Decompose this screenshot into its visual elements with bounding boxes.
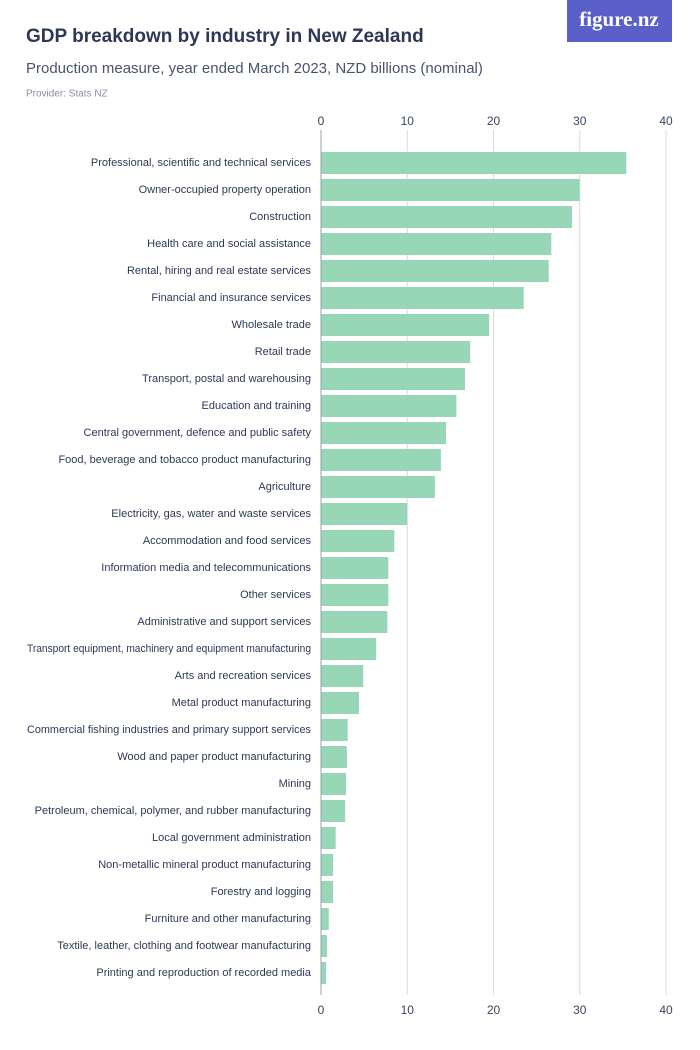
bar: [321, 638, 377, 660]
bar: [321, 557, 389, 579]
bar: [321, 395, 457, 417]
bar: [321, 179, 580, 201]
y-tick-label: Petroleum, chemical, polymer, and rubber…: [35, 805, 311, 817]
bar: [321, 503, 408, 525]
y-tick-label: Financial and insurance services: [151, 292, 311, 304]
y-tick-label: Rental, hiring and real estate services: [127, 265, 312, 277]
y-tick-label: Wholesale trade: [232, 319, 312, 331]
y-tick-label: Electricity, gas, water and waste servic…: [111, 508, 311, 520]
chart-subtitle: Production measure, year ended March 202…: [26, 60, 483, 77]
bar: [321, 773, 347, 795]
bar: [321, 719, 348, 741]
y-tick-label: Metal product manufacturing: [172, 697, 311, 709]
x-tick-label: 40: [659, 114, 673, 128]
bar: [321, 341, 471, 363]
bar: [321, 368, 466, 390]
bar: [321, 881, 334, 903]
bar: [321, 692, 359, 714]
y-tick-label: Owner-occupied property operation: [139, 184, 311, 196]
bar: [321, 476, 435, 498]
y-tick-label: Accommodation and food services: [143, 535, 312, 547]
x-tick-label: 40: [659, 1003, 673, 1017]
bar: [321, 152, 627, 174]
chart-title: GDP breakdown by industry in New Zealand: [26, 26, 424, 47]
y-tick-label: Agriculture: [258, 481, 311, 493]
y-tick-label: Construction: [249, 211, 311, 223]
x-tick-label: 30: [573, 1003, 587, 1017]
bar: [321, 449, 441, 471]
bar: [321, 827, 336, 849]
y-tick-label: Mining: [279, 778, 311, 790]
provider: Provider: Stats NZ: [26, 89, 108, 100]
x-tick-label: 10: [401, 114, 415, 128]
bar: [321, 584, 389, 606]
bar: [321, 746, 347, 768]
logo-box: [567, 0, 672, 42]
y-tick-label: Central government, defence and public s…: [84, 427, 312, 439]
x-tick-label: 20: [487, 1003, 501, 1017]
bar: [321, 260, 549, 282]
x-tick-label: 10: [401, 1003, 415, 1017]
y-tick-label: Transport equipment, machinery and equip…: [27, 643, 311, 655]
bar: [321, 530, 395, 552]
y-tick-label: Education and training: [202, 400, 311, 412]
y-tick-label: Commercial fishing industries and primar…: [27, 724, 311, 736]
x-tick-label: 0: [318, 1003, 325, 1017]
bar: [321, 935, 328, 957]
bar: [321, 800, 346, 822]
y-tick-label: Information media and telecommunications: [101, 562, 311, 574]
y-tick-label: Local government administration: [152, 832, 311, 844]
bar: [321, 611, 388, 633]
y-tick-label: Other services: [240, 589, 311, 601]
y-tick-label: Food, beverage and tobacco product manuf…: [58, 454, 311, 466]
y-tick-label: Professional, scientific and technical s…: [91, 157, 312, 169]
bar: [321, 206, 572, 228]
bar: [321, 665, 364, 687]
logo[interactable]: figure.nz: [579, 7, 659, 31]
bar: [321, 314, 490, 336]
y-tick-label: Retail trade: [255, 346, 311, 358]
bar: [321, 233, 552, 255]
y-tick-label: Administrative and support services: [137, 616, 311, 628]
x-tick-label: 20: [487, 114, 501, 128]
y-tick-label: Furniture and other manufacturing: [145, 913, 311, 925]
y-tick-label: Wood and paper product manufacturing: [117, 751, 311, 763]
y-tick-label: Health care and social assistance: [147, 238, 311, 250]
y-tick-label: Forestry and logging: [211, 886, 311, 898]
bar: [321, 908, 329, 930]
y-tick-label: Textile, leather, clothing and footwear …: [57, 940, 311, 952]
y-tick-label: Transport, postal and warehousing: [142, 373, 311, 385]
bar: [321, 962, 327, 984]
x-tick-label: 30: [573, 114, 587, 128]
bar: [321, 422, 447, 444]
y-tick-label: Arts and recreation services: [175, 670, 312, 682]
bar: [321, 854, 334, 876]
y-tick-label: Non-metallic mineral product manufacturi…: [98, 859, 311, 871]
y-tick-label: Printing and reproduction of recorded me…: [96, 967, 312, 979]
bar: [321, 287, 524, 309]
x-tick-label: 0: [318, 114, 325, 128]
